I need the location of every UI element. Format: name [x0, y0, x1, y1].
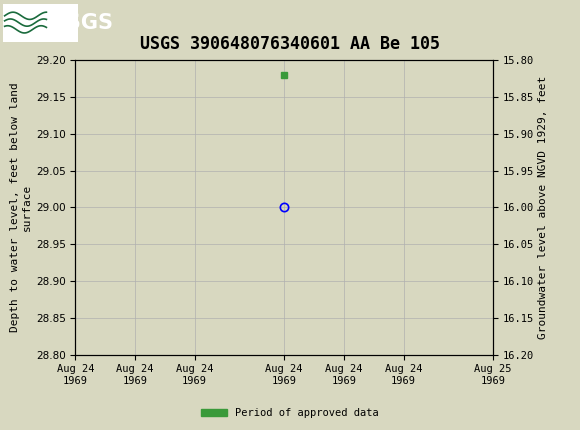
Text: USGS: USGS: [49, 12, 113, 33]
Text: USGS 390648076340601 AA Be 105: USGS 390648076340601 AA Be 105: [140, 35, 440, 53]
Bar: [3, 3, 78, 42]
Y-axis label: Depth to water level, feet below land
surface: Depth to water level, feet below land su…: [10, 83, 32, 332]
Legend: Period of approved data: Period of approved data: [197, 404, 383, 423]
Y-axis label: Groundwater level above NGVD 1929, feet: Groundwater level above NGVD 1929, feet: [538, 76, 548, 339]
